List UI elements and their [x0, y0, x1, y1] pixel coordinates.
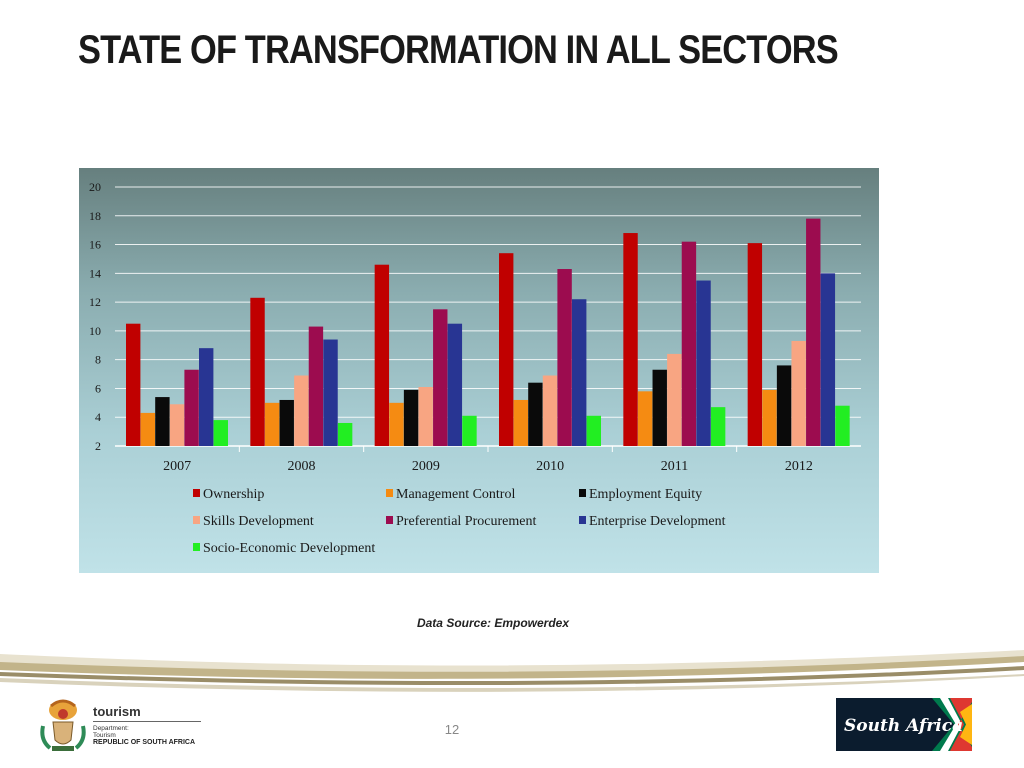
bar-enterprise-development-2007 [199, 348, 214, 446]
bar-management-control-2010 [513, 399, 528, 446]
coat-of-arms-icon [40, 699, 86, 751]
dept-name: tourism [93, 704, 141, 719]
x-tick-label: 2010 [536, 459, 564, 474]
bar-socio-economic-development-2007 [213, 420, 228, 446]
bar-chart: 2 4 6 8 10 12 14 16 18 20 2007 2008 2009 2010 2011 201… [79, 168, 879, 573]
x-tick-label: 2012 [785, 459, 813, 474]
bar-preferential-procurement-2012 [806, 218, 821, 446]
bar-management-control-2008 [264, 402, 280, 446]
legend-swatch [579, 516, 586, 524]
bar-ownership-2011 [623, 233, 638, 446]
legend-label: Preferential Procurement [396, 514, 536, 529]
x-tick-label: 2011 [661, 459, 688, 474]
dept-divider [93, 721, 201, 722]
bar-ownership-2007 [126, 323, 141, 446]
department-logo: tourism Department: Tourism REPUBLIC OF … [38, 696, 218, 756]
bar-management-control-2011 [637, 391, 653, 446]
data-source-caption: Data Source: Empowerdex [416, 616, 570, 630]
y-tick-label: 12 [89, 295, 101, 309]
slide-title: STATE OF TRANSFORMATION IN ALL SECTORS [78, 28, 839, 72]
bar-preferential-procurement-2010 [557, 269, 572, 446]
bar-skills-development-2009 [418, 387, 433, 446]
bar-management-control-2007 [140, 412, 155, 446]
bar-preferential-procurement-2011 [681, 241, 697, 446]
bar-employment-equity-2007 [155, 397, 170, 446]
legend-swatch [579, 489, 586, 497]
dept-line-3: REPUBLIC OF SOUTH AFRICA [93, 739, 196, 746]
legend-swatch [193, 543, 200, 551]
bar-enterprise-development-2009 [447, 323, 463, 446]
bar-employment-equity-2012 [776, 365, 792, 446]
bar-skills-development-2008 [294, 375, 309, 446]
bar-enterprise-development-2008 [323, 339, 338, 446]
bar-socio-economic-development-2012 [835, 405, 850, 446]
legend-swatch [193, 516, 200, 524]
legend-swatch [386, 516, 393, 524]
x-tick-label: 2007 [163, 459, 191, 474]
y-tick-label: 2 [95, 439, 101, 453]
bar-preferential-procurement-2009 [433, 309, 448, 446]
bar-employment-equity-2009 [403, 389, 419, 446]
bar-preferential-procurement-2007 [184, 369, 199, 446]
x-tick-label: 2008 [288, 459, 316, 474]
dept-line-1: Department: [93, 725, 129, 732]
brand-logo-text: South Africa [844, 716, 963, 736]
y-tick-label: 18 [89, 209, 101, 223]
bar-ownership-2008 [250, 297, 265, 446]
bar-enterprise-development-2010 [572, 299, 587, 446]
footer-swoosh [0, 650, 1024, 692]
bar-management-control-2009 [389, 402, 404, 446]
bar-socio-economic-development-2010 [586, 415, 601, 446]
legend-swatch [193, 489, 200, 497]
bar-socio-economic-development-2008 [337, 422, 353, 446]
chart-container: 2 4 6 8 10 12 14 16 18 20 2007 2008 2009 2010 2011 201… [79, 168, 879, 573]
bar-skills-development-2011 [667, 353, 682, 446]
dept-line-2: Tourism [93, 732, 116, 739]
y-tick-label: 8 [95, 353, 101, 367]
bar-socio-economic-development-2009 [462, 415, 477, 446]
legend-label: Enterprise Development [589, 514, 726, 529]
bar-ownership-2012 [747, 243, 763, 446]
bar-employment-equity-2011 [652, 369, 667, 446]
legend-label: Ownership [203, 487, 264, 502]
y-tick-label: 14 [89, 266, 101, 280]
bar-preferential-procurement-2008 [308, 326, 324, 446]
legend-label: Skills Development [203, 514, 314, 529]
bar-ownership-2009 [374, 264, 390, 446]
page-number: 12 [444, 722, 460, 737]
x-tick-label: 2009 [412, 459, 440, 474]
y-tick-label: 16 [89, 238, 101, 252]
y-tick-label: 10 [89, 324, 101, 338]
y-tick-label: 4 [95, 410, 101, 424]
bar-skills-development-2012 [791, 340, 806, 446]
legend-label: Management Control [396, 487, 515, 502]
bar-ownership-2010 [499, 253, 514, 446]
bar-management-control-2012 [762, 389, 777, 446]
south-africa-brand-logo: South Africa [836, 698, 972, 751]
y-tick-label: 6 [95, 381, 101, 395]
legend-swatch [386, 489, 393, 497]
bar-employment-equity-2010 [528, 382, 543, 446]
bar-skills-development-2007 [169, 404, 185, 446]
legend-label: Employment Equity [589, 487, 702, 502]
bar-enterprise-development-2011 [696, 280, 711, 446]
bar-enterprise-development-2012 [820, 273, 836, 446]
bar-employment-equity-2008 [279, 399, 294, 446]
legend-label: Socio-Economic Development [203, 541, 375, 556]
bar-socio-economic-development-2011 [710, 407, 726, 446]
bar-skills-development-2010 [542, 375, 558, 446]
y-tick-label: 20 [89, 180, 101, 194]
